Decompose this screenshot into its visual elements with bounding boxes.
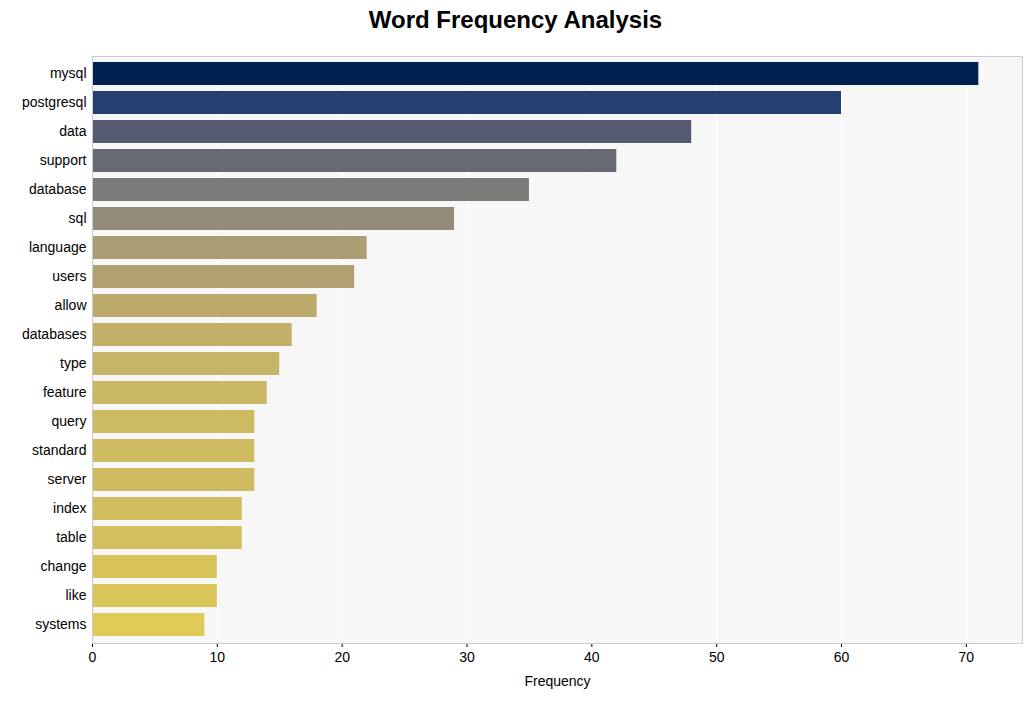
svg-text:support: support (40, 152, 87, 168)
svg-text:allow: allow (55, 297, 88, 313)
svg-text:data: data (59, 123, 86, 139)
svg-text:like: like (65, 587, 86, 603)
svg-text:sql: sql (69, 210, 87, 226)
svg-text:10: 10 (210, 649, 226, 665)
svg-text:type: type (60, 355, 87, 371)
svg-text:mysql: mysql (50, 65, 87, 81)
svg-text:0: 0 (89, 649, 97, 665)
html-text:Word Frequency Analysis: Word Frequency Analysis (368, 6, 663, 33)
svg-text:feature: feature (43, 384, 87, 400)
svg-text:table: table (56, 529, 87, 545)
svg-text:Frequency: Frequency (524, 673, 590, 689)
svg-text:database: database (29, 181, 87, 197)
svg-text:70: 70 (959, 649, 975, 665)
svg-text:60: 60 (834, 649, 850, 665)
svg-text:50: 50 (709, 649, 725, 665)
svg-text:standard: standard (32, 442, 86, 458)
svg-text:users: users (52, 268, 86, 284)
svg-text:databases: databases (22, 326, 87, 342)
svg-text:language: language (29, 239, 87, 255)
svg-text:40: 40 (584, 649, 600, 665)
svg-text:index: index (53, 500, 86, 516)
svg-text:30: 30 (459, 649, 475, 665)
svg-text:query: query (51, 413, 86, 429)
svg-text:server: server (48, 471, 87, 487)
svg-text:20: 20 (334, 649, 350, 665)
svg-text:postgresql: postgresql (22, 94, 87, 110)
svg-text:change: change (41, 558, 87, 574)
svg-text:systems: systems (35, 616, 86, 632)
